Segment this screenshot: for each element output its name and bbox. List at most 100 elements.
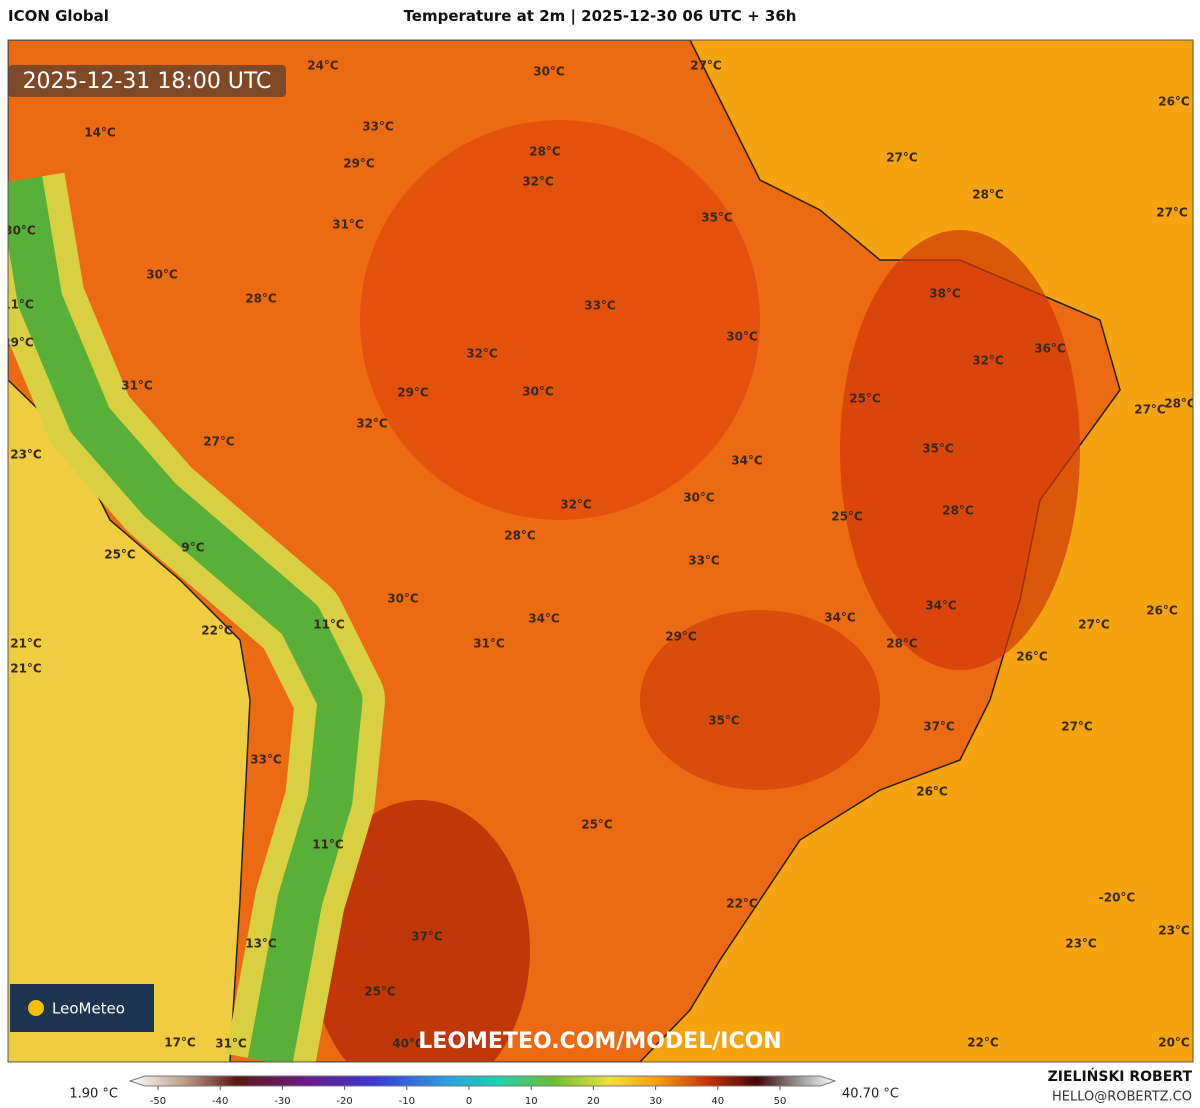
colorbar-tick-label: 0 bbox=[466, 1096, 472, 1107]
temp-label: 31°C bbox=[215, 1037, 247, 1051]
temp-label: 23°C bbox=[1065, 937, 1097, 951]
temp-label: 30°C bbox=[146, 268, 178, 282]
temp-label: 28°C bbox=[942, 504, 974, 518]
temp-label: 9°C bbox=[181, 541, 204, 555]
colorbar-tick-label: 40 bbox=[711, 1096, 724, 1107]
colorbar-tick-label: -40 bbox=[212, 1096, 228, 1107]
temp-label: 26°C bbox=[1016, 650, 1048, 664]
temp-label: 28°C bbox=[529, 145, 561, 159]
hot-zone bbox=[640, 610, 880, 790]
temp-label: 25°C bbox=[581, 818, 613, 832]
temp-label: 36°C bbox=[1034, 342, 1066, 356]
temp-label: 33°C bbox=[362, 120, 394, 134]
temp-label: 34°C bbox=[731, 454, 763, 468]
temp-label: 26°C bbox=[1146, 604, 1178, 618]
temp-label: 25°C bbox=[849, 392, 881, 406]
temp-label: 27°C bbox=[1078, 618, 1110, 632]
temp-label: 40°C bbox=[392, 1037, 424, 1051]
temp-label: 28°C bbox=[245, 292, 277, 306]
temp-label: 23°C bbox=[1158, 924, 1190, 938]
temp-label: 32°C bbox=[972, 354, 1004, 368]
colorbar-tick-label: 10 bbox=[525, 1096, 538, 1107]
temp-label: 27°C bbox=[1134, 403, 1166, 417]
temp-label: 11°C bbox=[312, 838, 344, 852]
temp-label: 13°C bbox=[245, 937, 277, 951]
temp-label: 33°C bbox=[584, 299, 616, 313]
temp-label: 24°C bbox=[307, 59, 339, 73]
logo-sun bbox=[28, 1000, 44, 1016]
temp-label: 32°C bbox=[560, 498, 592, 512]
temp-label: 25°C bbox=[831, 510, 863, 524]
valid-time: 2025-12-31 18:00 UTC bbox=[23, 69, 272, 94]
time-box bbox=[8, 65, 286, 97]
temp-label: 31°C bbox=[473, 637, 505, 651]
temp-label: 34°C bbox=[528, 612, 560, 626]
temp-label: 37°C bbox=[923, 720, 955, 734]
temp-label: 34°C bbox=[925, 599, 957, 613]
temp-label: 30°C bbox=[533, 65, 565, 79]
temp-label: 29°C bbox=[2, 336, 34, 350]
temp-label: 17°C bbox=[164, 1036, 196, 1050]
temp-label: 30°C bbox=[726, 330, 758, 344]
temp-label: 27°C bbox=[886, 151, 918, 165]
temp-label: 25°C bbox=[104, 548, 136, 562]
hot-zone bbox=[360, 120, 760, 520]
temp-label: 26°C bbox=[1158, 95, 1190, 109]
temp-label: 27°C bbox=[1156, 206, 1188, 220]
temp-label: 29°C bbox=[397, 386, 429, 400]
temp-label: 31°C bbox=[332, 218, 364, 232]
colorbar-max: 40.70 °C bbox=[842, 1087, 899, 1102]
temp-label: 30°C bbox=[387, 592, 419, 606]
andes bbox=[8, 176, 363, 1062]
colorbar-min: 1.90 °C bbox=[69, 1087, 118, 1102]
temp-label: 21°C bbox=[10, 637, 42, 651]
temp-label: 21°C bbox=[10, 662, 42, 676]
model-name: ICON Global bbox=[8, 7, 109, 25]
temp-label: 28°C bbox=[504, 529, 536, 543]
temp-label: 32°C bbox=[356, 417, 388, 431]
temp-label: 32°C bbox=[466, 347, 498, 361]
temp-label: 28°C bbox=[1164, 397, 1196, 411]
temp-label: 33°C bbox=[688, 554, 720, 568]
temp-label: 27°C bbox=[690, 59, 722, 73]
hot-zone bbox=[310, 800, 530, 1062]
colorbar bbox=[128, 1075, 837, 1087]
temp-label: 25°C bbox=[364, 985, 396, 999]
colorbar-tick-label: 20 bbox=[587, 1096, 600, 1107]
temp-label: 35°C bbox=[701, 211, 733, 225]
temp-label: 27°C bbox=[203, 435, 235, 449]
map-frame bbox=[7, 39, 1194, 1063]
temp-label: 38°C bbox=[929, 287, 961, 301]
colorbar-tick-label: -20 bbox=[336, 1096, 352, 1107]
temp-label: 37°C bbox=[411, 930, 443, 944]
temp-label: 29°C bbox=[665, 630, 697, 644]
temp-label: 32°C bbox=[522, 175, 554, 189]
temp-label: 34°C bbox=[824, 611, 856, 625]
watermark: LEOMETEO.COM/MODEL/ICON bbox=[418, 1029, 781, 1054]
temp-label: 28°C bbox=[972, 188, 1004, 202]
temp-label: 31°C bbox=[121, 379, 153, 393]
temp-label: 22°C bbox=[201, 624, 233, 638]
temp-label: 22°C bbox=[967, 1036, 999, 1050]
colorbar-tick-label: 50 bbox=[774, 1096, 787, 1107]
author: ZIELIŃSKI ROBERT bbox=[1048, 1067, 1193, 1085]
temp-label: 20°C bbox=[1158, 1036, 1190, 1050]
temp-label: 30°C bbox=[4, 224, 36, 238]
email: HELLO@ROBERTZ.CO bbox=[1052, 1090, 1192, 1105]
pacific bbox=[8, 380, 250, 1062]
hot-zone bbox=[840, 230, 1080, 670]
colorbar-tick-label: -30 bbox=[274, 1096, 290, 1107]
temp-label: 11°C bbox=[2, 298, 34, 312]
temp-label: 23°C bbox=[10, 448, 42, 462]
colorbar-tick-label: -50 bbox=[150, 1096, 166, 1107]
temp-label: 27°C bbox=[1061, 720, 1093, 734]
temp-label: 33°C bbox=[250, 753, 282, 767]
map: 24°C 30°C 27°C26°C14°C 33°C28°C 27°C29°C32°C… bbox=[2, 40, 1196, 1062]
temp-label: 22°C bbox=[726, 897, 758, 911]
temp-label: 35°C bbox=[708, 714, 740, 728]
temp-label: 26°C bbox=[916, 785, 948, 799]
temp-label: 14°C bbox=[84, 126, 116, 140]
temp-label: 30°C bbox=[683, 491, 715, 505]
